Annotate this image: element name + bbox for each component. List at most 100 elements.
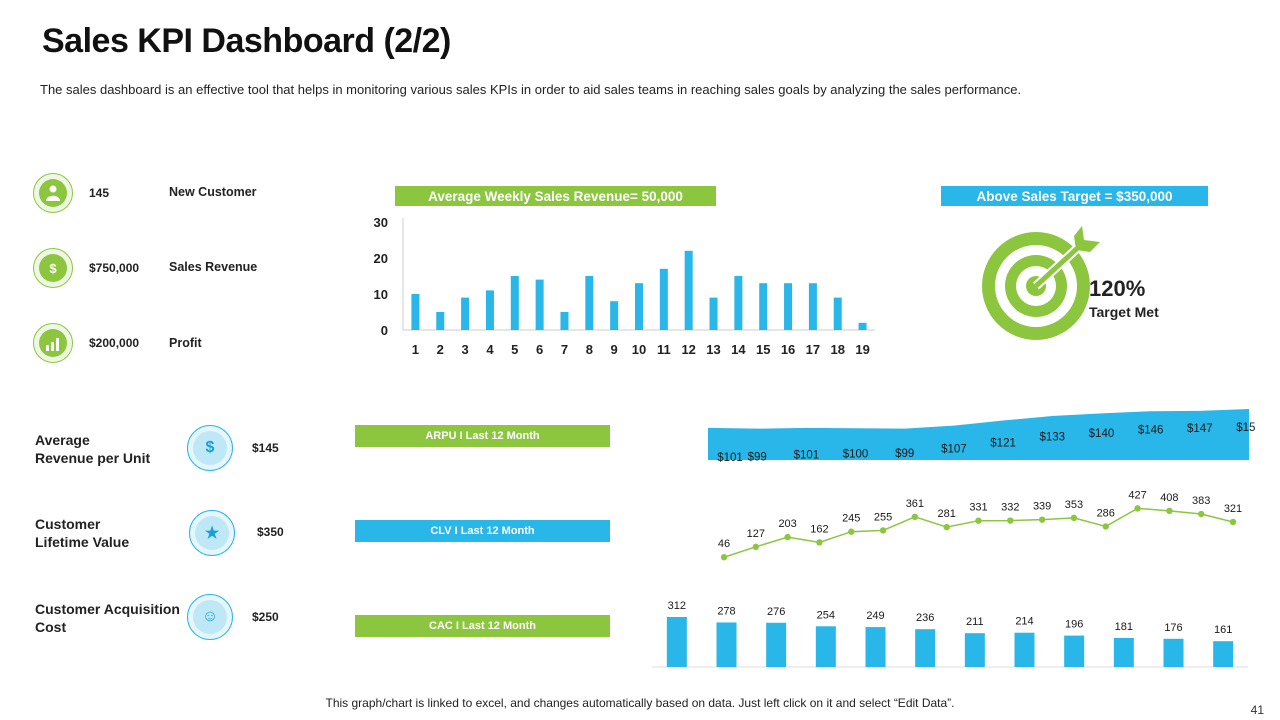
data-point (1007, 517, 1014, 524)
bar (858, 322, 867, 330)
series-line (723, 507, 1234, 558)
data-label: 278 (717, 605, 735, 617)
data-label: 281 (938, 508, 956, 520)
x-tick-label: 18 (831, 342, 845, 357)
bar (1014, 632, 1035, 667)
bar (659, 268, 668, 330)
data-label: 408 (1160, 492, 1178, 504)
data-label: 181 (1115, 621, 1133, 633)
bar (766, 622, 787, 667)
bar (716, 622, 737, 667)
data-label: 255 (874, 511, 892, 523)
footer-note: This graph/chart is linked to excel, and… (325, 696, 955, 710)
data-point (943, 523, 950, 531)
arpu-banner: ARPU I Last 12 Month (355, 425, 610, 447)
arpu-area-chart: $101 $99 $101 $100 $99 $107 $121 $133 $140 $146 $1… (708, 408, 1255, 464)
area-label: $107 (941, 444, 967, 456)
x-tick-label: 11 (657, 342, 671, 357)
x-tick-label: 13 (706, 342, 720, 357)
bar (560, 312, 569, 330)
bar (1113, 637, 1134, 667)
data-point (1102, 523, 1109, 530)
sales-target-banner: Above Sales Target = $350,000 (941, 186, 1208, 206)
area-label: $121 (990, 437, 1016, 449)
x-tick-label: 3 (461, 342, 468, 357)
bar (666, 617, 687, 667)
data-label: 203 (778, 518, 796, 530)
area-label: $152 (1236, 422, 1255, 434)
data-label: 312 (668, 600, 686, 612)
bar (1163, 638, 1184, 667)
data-point (911, 513, 919, 521)
metric-label-cac: Customer Acquisition Cost (35, 601, 180, 635)
money-hand-icon: $ (187, 425, 233, 471)
bar (684, 250, 693, 330)
x-tick-label: 1 (412, 342, 419, 357)
data-label: 331 (969, 502, 987, 514)
data-label: 254 (817, 609, 835, 621)
x-tick-label: 9 (611, 342, 618, 357)
bar (915, 629, 936, 667)
target-percent: 120% (1089, 276, 1146, 301)
data-label: 332 (1001, 502, 1019, 514)
bar (808, 283, 817, 330)
bar (436, 312, 445, 330)
x-tick-label: 8 (586, 342, 593, 357)
bar (865, 627, 886, 667)
x-tick-label: 7 (561, 342, 568, 357)
bar (815, 626, 836, 667)
bar (1064, 635, 1085, 667)
data-label: 127 (747, 528, 765, 540)
data-point (720, 554, 728, 561)
data-label: 276 (767, 606, 785, 618)
x-tick-label: 14 (731, 342, 746, 357)
bar (964, 633, 985, 667)
bar (585, 276, 594, 330)
y-tick-label: 10 (374, 287, 388, 302)
data-point (879, 527, 887, 534)
cart-hand-icon: ★ (189, 510, 235, 556)
metric-label-clv: Customer Lifetime Value (35, 516, 130, 550)
metric-value-clv: $350 (257, 525, 284, 539)
user-dollar-icon: ☺ (187, 594, 233, 640)
area-label: $101 (717, 452, 743, 464)
data-label: 162 (810, 523, 828, 535)
kpi-value-profit: $200,000 (89, 336, 140, 350)
data-label: 161 (1214, 624, 1232, 636)
profit-chart-icon (33, 323, 73, 363)
kpi-value-new-customer: 145 (89, 186, 110, 200)
x-tick-label: 12 (681, 342, 695, 357)
data-point (816, 539, 823, 546)
area-label: $100 (843, 449, 869, 461)
data-label: 249 (866, 610, 884, 622)
area-label: $140 (1089, 428, 1115, 440)
y-tick-label: 20 (374, 251, 388, 266)
data-point (1197, 510, 1205, 518)
area-label: $133 (1039, 432, 1065, 444)
x-tick-label: 17 (806, 342, 820, 357)
bar (510, 276, 519, 330)
data-point (1229, 518, 1237, 526)
bar (784, 283, 793, 330)
kpi-label-sales-revenue: Sales Revenue (169, 260, 258, 274)
data-label: 245 (842, 513, 860, 525)
data-point (752, 543, 760, 551)
bar (833, 297, 842, 330)
x-tick-label: 6 (536, 342, 543, 357)
data-label: 196 (1065, 619, 1083, 631)
y-tick-label: 0 (381, 323, 388, 338)
area-label: $101 (794, 450, 820, 462)
x-tick-label: 15 (756, 342, 770, 357)
cac-banner: CAC I Last 12 Month (355, 615, 610, 637)
area-label: $147 (1187, 423, 1213, 435)
bar (709, 297, 718, 330)
area-label: $99 (748, 451, 767, 463)
bar (610, 301, 619, 330)
data-point (1070, 514, 1078, 522)
customer-icon (33, 173, 73, 213)
data-label: 321 (1224, 503, 1242, 515)
metric-value-cac: $250 (252, 610, 279, 624)
kpi-label-new-customer: New Customer (169, 185, 257, 199)
data-label: 383 (1192, 495, 1210, 507)
data-label: 46 (718, 538, 730, 550)
